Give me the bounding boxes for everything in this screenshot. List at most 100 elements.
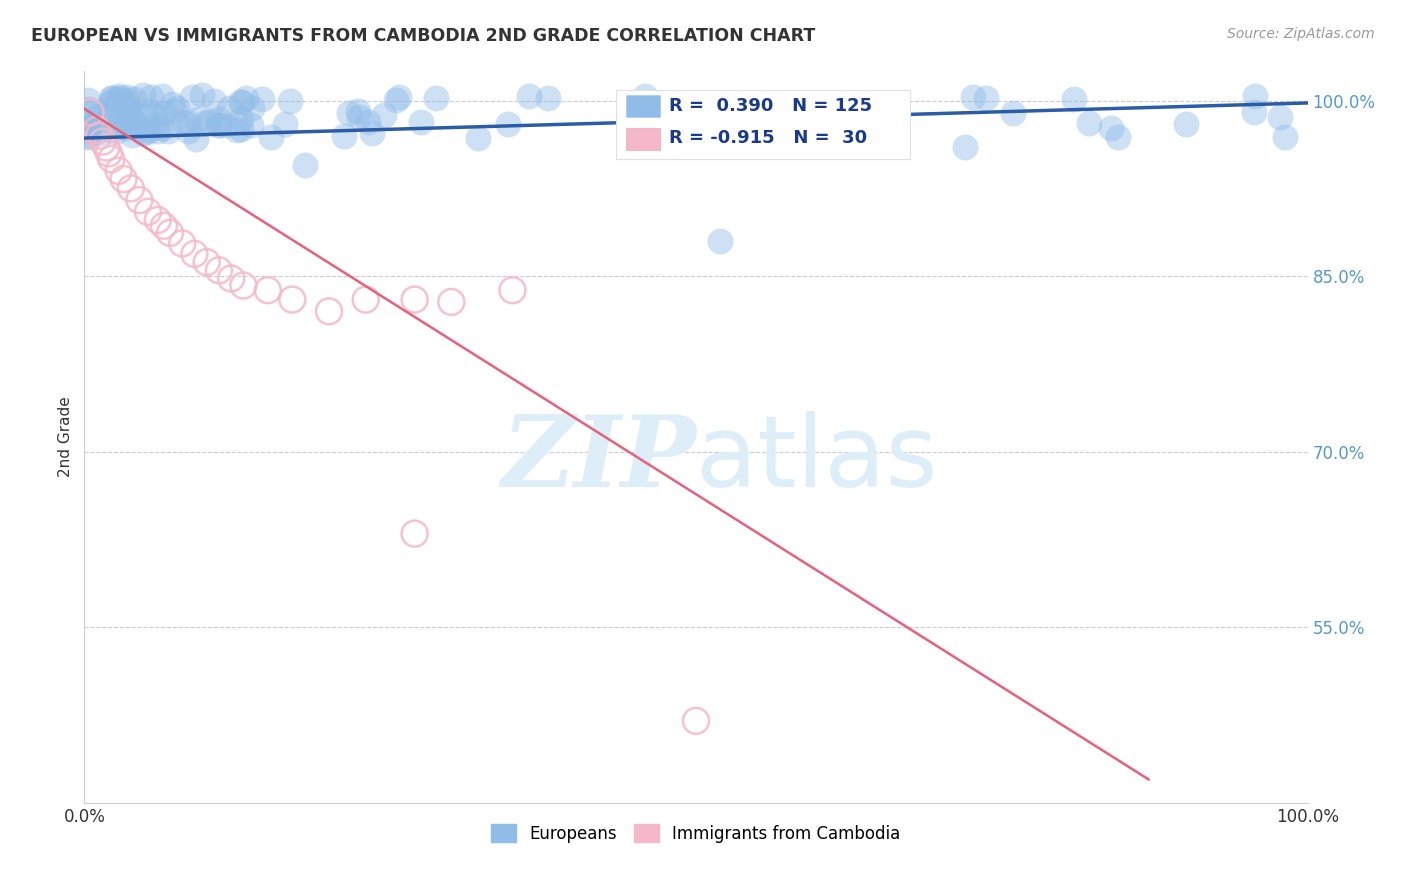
Point xyxy=(138,104,160,119)
Point xyxy=(166,101,188,115)
Text: R =  0.390   N = 125: R = 0.390 N = 125 xyxy=(669,96,872,115)
Point xyxy=(194,116,217,130)
Point xyxy=(208,263,231,277)
Point xyxy=(337,105,360,120)
Point xyxy=(146,213,169,227)
Point xyxy=(1175,117,1198,131)
Point xyxy=(121,128,143,143)
Point xyxy=(159,226,181,240)
Point xyxy=(384,94,406,108)
Point xyxy=(790,103,813,118)
Point xyxy=(86,123,108,137)
Point xyxy=(440,294,463,309)
Point xyxy=(685,714,707,728)
Point xyxy=(758,110,780,124)
Point xyxy=(117,89,139,103)
Point xyxy=(172,236,194,251)
Point xyxy=(163,104,186,119)
Point xyxy=(260,130,283,145)
Point xyxy=(765,98,787,112)
Point xyxy=(347,110,370,124)
Point xyxy=(107,120,129,134)
Point xyxy=(231,95,253,110)
Point xyxy=(100,91,122,105)
Point xyxy=(186,113,208,128)
Point xyxy=(1063,92,1085,106)
Point xyxy=(208,118,231,132)
Point xyxy=(117,108,139,122)
Point xyxy=(226,123,249,137)
Point xyxy=(96,140,118,154)
Point xyxy=(388,90,411,104)
Point xyxy=(735,102,758,116)
Text: ZIP: ZIP xyxy=(501,411,696,508)
Point xyxy=(180,90,202,104)
Point xyxy=(108,92,131,106)
Point xyxy=(218,101,240,115)
Point xyxy=(117,102,139,116)
Point xyxy=(110,111,132,125)
Point xyxy=(135,108,157,122)
Point xyxy=(107,164,129,178)
Point xyxy=(146,117,169,131)
Point xyxy=(842,108,865,122)
Point xyxy=(1270,111,1292,125)
FancyBboxPatch shape xyxy=(626,128,661,150)
Point xyxy=(153,106,176,120)
Point xyxy=(100,108,122,122)
Text: atlas: atlas xyxy=(696,410,938,508)
Text: EUROPEAN VS IMMIGRANTS FROM CAMBODIA 2ND GRADE CORRELATION CHART: EUROPEAN VS IMMIGRANTS FROM CAMBODIA 2ND… xyxy=(31,27,815,45)
Point xyxy=(98,96,121,111)
Point xyxy=(278,94,301,108)
Point xyxy=(184,132,207,146)
Point xyxy=(294,158,316,172)
Point xyxy=(108,88,131,103)
Point xyxy=(281,293,304,307)
Point xyxy=(1274,129,1296,144)
Point xyxy=(131,88,153,103)
Point xyxy=(274,117,297,131)
Point xyxy=(157,124,180,138)
Point xyxy=(229,121,252,136)
Point xyxy=(1002,105,1025,120)
Legend: Europeans, Immigrants from Cambodia: Europeans, Immigrants from Cambodia xyxy=(485,818,907,849)
Text: R = -0.915   N =  30: R = -0.915 N = 30 xyxy=(669,129,868,147)
Point xyxy=(775,126,797,140)
Point xyxy=(662,111,685,125)
Point xyxy=(100,152,122,166)
Point xyxy=(208,112,231,126)
Point xyxy=(79,105,101,120)
Point xyxy=(536,91,558,105)
Point xyxy=(87,109,110,123)
Point xyxy=(124,118,146,132)
Point xyxy=(120,104,142,119)
Point xyxy=(1243,104,1265,119)
Point xyxy=(128,193,150,207)
Point xyxy=(76,105,98,120)
Point xyxy=(143,108,166,122)
Point xyxy=(354,293,377,307)
Point xyxy=(357,115,380,129)
Point xyxy=(198,114,221,128)
Point xyxy=(517,88,540,103)
Point xyxy=(207,118,229,132)
Point xyxy=(191,88,214,103)
Point xyxy=(150,121,173,136)
Point xyxy=(153,219,176,233)
Point xyxy=(797,116,820,130)
Point xyxy=(114,112,136,127)
Point xyxy=(1099,120,1122,135)
Point xyxy=(183,247,205,261)
Point xyxy=(76,123,98,137)
Point xyxy=(76,129,98,144)
Point xyxy=(360,126,382,140)
Point xyxy=(467,130,489,145)
Point xyxy=(856,111,879,125)
Point xyxy=(91,135,114,149)
Point xyxy=(89,126,111,140)
Point xyxy=(1077,115,1099,129)
Point xyxy=(100,91,122,105)
Point xyxy=(177,114,200,128)
Point xyxy=(98,103,121,118)
Point xyxy=(177,124,200,138)
